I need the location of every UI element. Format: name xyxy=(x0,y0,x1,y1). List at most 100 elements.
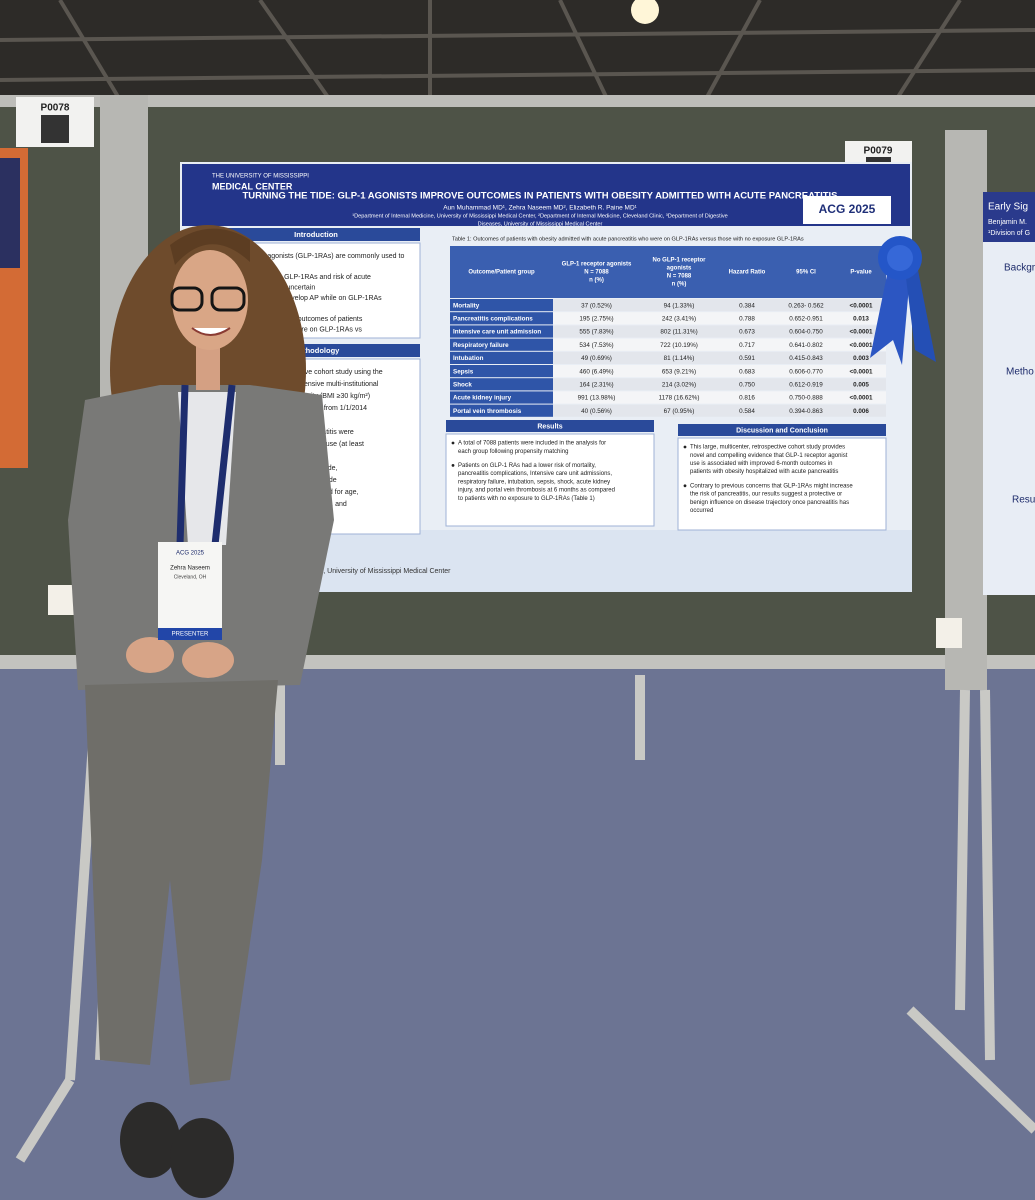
section-line: r GLP-1RA use (at least xyxy=(290,441,364,448)
logo-line: THE UNIVERSITY OF MISSISSIPPI xyxy=(212,174,309,180)
table-row-label-bg xyxy=(450,365,553,378)
ribbon xyxy=(870,236,936,365)
poster-header xyxy=(182,164,910,226)
section-heading-bar xyxy=(446,420,654,432)
bullet-line: novel and compelling evidence that GLP-1… xyxy=(690,453,848,459)
table-cell: <0.0001 xyxy=(850,302,873,309)
poster-affiliation: Diseases, University of Mississippi Medi… xyxy=(478,221,603,227)
table-header: 95% CI xyxy=(796,270,816,276)
table-row-bg xyxy=(553,299,886,312)
bullet-line: pancreatitis complications, Intensive ca… xyxy=(458,471,612,477)
table-row-bg xyxy=(553,325,886,338)
table-row-bg xyxy=(553,404,886,417)
table-cell: 164 (2.31%) xyxy=(579,381,613,388)
table-row-bg xyxy=(553,351,886,364)
table-header: N = 7088 xyxy=(667,274,692,280)
table-cell: 0.652-0.951 xyxy=(789,315,823,322)
table-cell: 0.683 xyxy=(739,368,755,375)
bullet-line: occurred xyxy=(690,508,713,514)
table-cell: 81 (1.14%) xyxy=(664,355,695,362)
table-cell: 0.415-0.843 xyxy=(789,355,823,362)
table-cell: 1178 (16.62%) xyxy=(659,395,700,402)
table-row-label-bg xyxy=(450,338,553,351)
section-line: atients who develop AP while on GLP-1RAs xyxy=(246,295,382,302)
bullet-line: Patients on GLP-1 RAs had a lower risk o… xyxy=(458,463,596,469)
bullet-dot xyxy=(683,445,687,449)
bullet-line: each group following propensity matching xyxy=(458,449,568,455)
table-row-bg xyxy=(553,365,886,378)
qr-code xyxy=(41,115,69,143)
neighbor-section: Resu xyxy=(1012,495,1035,506)
table-row-label-bg xyxy=(450,391,553,404)
conference-logo-box xyxy=(803,196,891,224)
table-caption: Table 1: Outcomes of patients with obesi… xyxy=(452,236,804,242)
section-line: on between GLP-1RAs and risk of acute xyxy=(246,274,371,281)
table-row-label-bg xyxy=(450,351,553,364)
trusses xyxy=(0,0,1035,127)
frame-post xyxy=(945,130,987,690)
booth-number: P0079 xyxy=(864,146,893,157)
table-cell: 0.013 xyxy=(853,315,869,322)
poster-title: TURNING THE TIDE: GLP-1 AGONISTS IMPROVE… xyxy=(243,191,838,202)
table-cell: 195 (2.75%) xyxy=(579,315,613,322)
table-cell: 0.003 xyxy=(853,355,869,362)
section-line: ancreatitis from 1/1/2014 xyxy=(290,405,367,412)
table-row-label: Shock xyxy=(453,381,472,388)
table-header: n (%) xyxy=(589,278,604,284)
neighbor-section: Metho xyxy=(1006,367,1034,378)
bullet-dot xyxy=(683,484,687,488)
section-box xyxy=(677,437,887,531)
table-row-bg xyxy=(553,312,886,325)
section-heading-bar xyxy=(212,228,420,241)
badge-name: Zehra Naseem xyxy=(170,566,210,572)
section-box xyxy=(445,433,655,527)
bullet-line: A total of 7088 patients were included i… xyxy=(458,441,606,447)
table-row-label-bg xyxy=(450,299,553,312)
table-cell: 0.591 xyxy=(739,355,755,362)
table-cell: 555 (7.83%) xyxy=(579,329,613,336)
table-header: N = 7088 xyxy=(584,270,609,276)
bullet-line: patients with obesity hospitalized with … xyxy=(690,469,838,475)
person xyxy=(68,225,334,1198)
table-cell: 0.604-0.750 xyxy=(789,329,823,336)
table-header: Outcome/Patient group xyxy=(468,270,535,276)
bullet-line: injury, and portal vein thrombosis at 6 … xyxy=(458,488,615,494)
table-row-label: Portal vein thrombosis xyxy=(453,408,522,415)
neighbor-authors: Benjamin M. xyxy=(988,219,1027,226)
table-cell: 0.673 xyxy=(739,329,755,336)
table-cell: 0.717 xyxy=(739,342,755,349)
section-heading-bar xyxy=(678,424,886,436)
logo-line: MEDICAL CENTER xyxy=(212,181,293,191)
table-cell: <0.0001 xyxy=(850,329,873,336)
table-cell: 242 (3.41%) xyxy=(662,315,696,322)
neighbor-poster-header xyxy=(983,192,1035,242)
table-cell: 37 (0.52%) xyxy=(581,302,612,309)
table-cell: 0.612-0.919 xyxy=(789,381,823,388)
table-row-bg xyxy=(553,391,886,404)
table-cell: <0.0001 xyxy=(850,395,873,402)
bullet-line: use is associated with improved 6-month … xyxy=(690,461,832,467)
bullet-line: benign influence on disease trajectory o… xyxy=(690,500,849,506)
bullet-dot xyxy=(451,464,455,467)
table-header: n (%) xyxy=(672,282,687,288)
badge-role: PRESENTER xyxy=(172,632,209,638)
table-cell: 0.584 xyxy=(739,408,755,415)
table-cell: 0.005 xyxy=(853,381,869,388)
table-cell: 0.606-0.770 xyxy=(789,368,823,375)
section-heading: Introduction xyxy=(294,230,338,239)
table-cell: 0.641-0.802 xyxy=(789,342,823,349)
section-line: ceptor agonists (GLP-1RAs) are commonly … xyxy=(246,253,404,260)
bullet-line: Contrary to previous concerns that GLP-1… xyxy=(690,483,853,489)
table-row-label: Respiratory failure xyxy=(453,342,509,349)
section-line: pective cohort study using the xyxy=(290,369,383,376)
table-cell: 0.263- 0.562 xyxy=(788,302,824,309)
table-cell: 0.394-0.863 xyxy=(789,408,823,415)
table-row-label: Pancreatitis complications xyxy=(453,315,533,322)
section-heading: Results xyxy=(537,423,562,430)
bullet-line: to patients with no exposure to GLP-1RAs… xyxy=(458,496,595,502)
neighbor-affiliation: ¹Division of G xyxy=(988,230,1030,237)
neighbor-poster-right xyxy=(983,192,1035,595)
table-cell: 802 (11.31%) xyxy=(660,329,697,336)
